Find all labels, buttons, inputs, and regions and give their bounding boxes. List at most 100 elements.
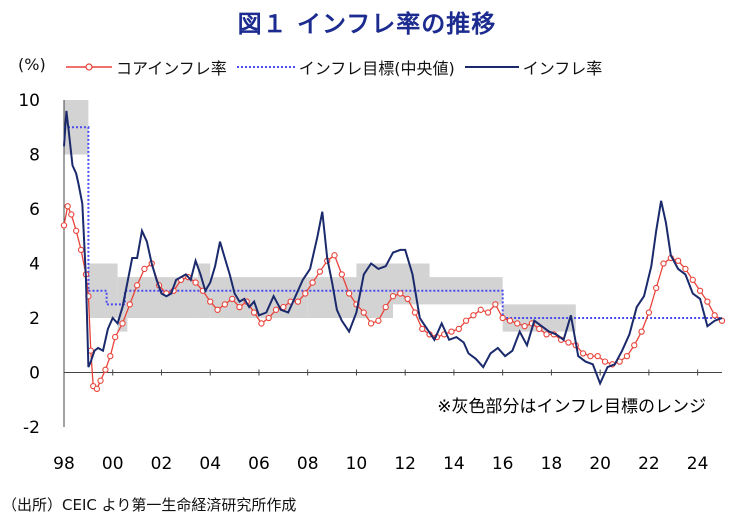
series-core-point [294,298,302,305]
series-core-point [521,323,528,330]
series-core-point [97,377,104,384]
series-core-point [272,306,280,313]
x-tick-label: 02 [151,454,173,474]
x-tick-label: 16 [492,454,514,474]
series-core-point [653,284,660,292]
x-tick-label: 20 [589,454,611,474]
x-tick-label: 00 [102,454,124,474]
series-core-point [119,320,126,327]
series-core-point [404,295,411,303]
series-core-point [499,314,506,322]
y-tick-label: -2 [23,418,40,438]
y-tick-label: 2 [29,309,40,329]
series-core-point [77,246,85,254]
target-band-layer [64,100,576,332]
series-core-point [207,298,214,305]
series-core-point [250,309,258,316]
x-tick-label: 98 [53,454,75,474]
y-tick-label: 6 [29,200,40,220]
series-core-point [112,333,119,341]
target-band-5 [210,277,308,318]
source-note: （出所）CEIC より第一生命経済研究所作成 [2,496,297,514]
series-core-point [302,290,309,297]
series-core-point [60,222,68,229]
legend: コアインフレ率 インフレ目標(中央値) インフレ率 [66,55,612,79]
series-core-point [126,301,133,308]
series-core-point [345,290,353,297]
series-core-point [411,309,419,316]
series-core-point [484,309,492,316]
series-core-point [229,295,236,303]
series-core-point [682,265,689,273]
series-core-point [689,276,696,283]
series-core-point [462,317,470,324]
series-core-point [133,282,141,289]
series-core-point [477,306,484,313]
x-tick-label: 08 [297,454,319,474]
y-tick-label: 0 [29,364,40,384]
series-core-point [660,260,667,267]
legend-core-label: コアインフレ率 [116,59,227,78]
series-core-point [309,279,316,286]
series-core-point [514,320,521,327]
series-target-line [64,126,722,319]
legend-headline-label: インフレ率 [522,59,603,78]
series-core-point [506,317,514,324]
band-note: ※灰色部分はインフレ目標のレンジ [437,397,706,417]
series-core-point [221,301,228,308]
series-core-point [258,320,265,327]
y-tick-label: 8 [29,146,40,166]
series-core-point [536,325,543,333]
y-tick-label: 4 [29,255,40,275]
series-core-point [645,309,653,316]
series-core-point [492,301,499,308]
series-core-point [470,312,477,319]
series-layer [60,110,726,392]
series-core-point [265,314,272,322]
series-core-point [375,317,382,324]
series-core-point [623,352,631,360]
series-core-point [214,306,221,313]
legend-item-target: インフレ目標(中央値) [236,55,455,79]
series-core-point [579,350,587,357]
y-tick-label: 10 [18,91,40,111]
series-headline-line [63,110,723,386]
x-tick-label: 06 [248,454,270,474]
series-core-point [331,252,338,259]
series-core-point [711,312,718,319]
series-core-point [73,227,80,234]
series-core-point [367,320,375,327]
series-core-point [397,290,404,297]
series-core-point [704,298,711,305]
x-tick-label: 14 [443,454,465,474]
series-core-point [192,279,199,286]
series-core-point [594,352,601,360]
series-core-point [107,352,114,360]
series-core-point [68,211,75,218]
legend-item-core: コアインフレ率 [66,55,227,79]
series-core-point [236,303,243,311]
series-core-point [455,325,462,333]
series-core-point [382,303,389,311]
legend-target-swatch [236,66,295,68]
x-tick-label: 12 [394,454,416,474]
legend-core-swatch [66,63,112,71]
series-core-point [360,309,367,316]
series-core-point [674,257,682,264]
x-tick-label: 10 [346,454,368,474]
series-core-point [102,366,109,373]
series-core-point [316,268,324,275]
series-core-point [587,352,594,360]
legend-headline-swatch [464,66,519,68]
x-tick-label: 22 [638,454,660,474]
x-tick-label: 18 [541,454,563,474]
series-core-point [638,328,645,335]
series-core-point [565,339,572,346]
series-core-point [419,325,426,333]
series-core-point [141,265,148,273]
series-core-point [338,271,345,278]
series-core-point [601,358,609,365]
chart-title: 図１ インフレ率の推移 [237,10,497,38]
series-core-point [64,203,71,210]
